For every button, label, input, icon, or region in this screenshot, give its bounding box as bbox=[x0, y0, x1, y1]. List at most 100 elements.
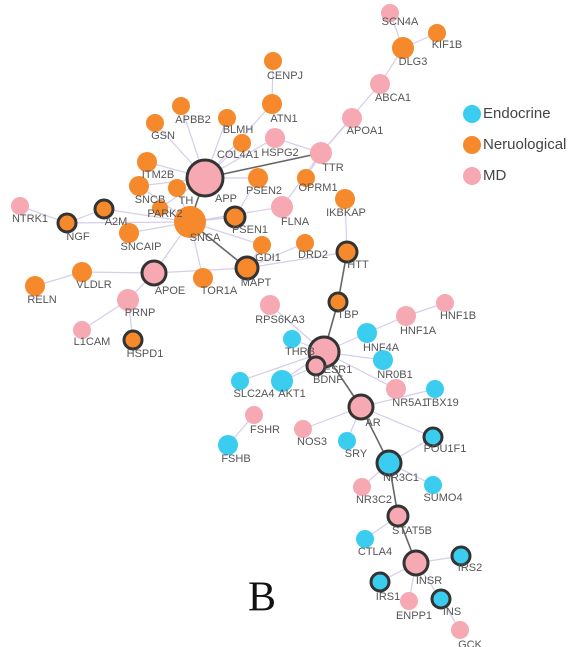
node bbox=[218, 435, 238, 455]
node-label: GSN bbox=[151, 130, 175, 142]
node-label: HSPD1 bbox=[127, 348, 164, 360]
node bbox=[370, 74, 390, 94]
legend-swatch bbox=[463, 167, 481, 185]
node bbox=[428, 24, 446, 42]
node-label: HNF1B bbox=[440, 310, 476, 322]
node bbox=[271, 196, 293, 218]
node bbox=[356, 530, 374, 548]
node-label: DRD2 bbox=[298, 249, 328, 261]
node bbox=[152, 200, 168, 216]
node-label: THRB bbox=[285, 346, 315, 358]
node-label: GDI1 bbox=[255, 252, 281, 264]
node bbox=[253, 236, 271, 254]
node-label: NOS3 bbox=[297, 436, 327, 448]
legend-swatch bbox=[463, 136, 481, 154]
node bbox=[375, 449, 403, 477]
node-label: RELN bbox=[27, 294, 56, 306]
node bbox=[426, 380, 444, 398]
node bbox=[174, 206, 206, 238]
node bbox=[369, 571, 391, 593]
node-label: NR3C1 bbox=[383, 472, 419, 484]
node bbox=[193, 268, 213, 288]
node bbox=[357, 323, 377, 343]
node-label: APBB2 bbox=[175, 114, 210, 126]
node bbox=[335, 240, 359, 264]
node-label: SNCB bbox=[135, 194, 166, 206]
edge bbox=[66, 221, 191, 224]
node-label: A2M bbox=[105, 216, 128, 228]
legend-label: Neruological bbox=[483, 136, 566, 153]
node-label: APOE bbox=[155, 285, 186, 297]
node bbox=[338, 432, 356, 450]
node-label: APOA1 bbox=[347, 125, 384, 137]
node-label: PRNP bbox=[125, 307, 156, 319]
node-label: ABCA1 bbox=[375, 92, 411, 104]
node bbox=[424, 476, 442, 494]
edge bbox=[246, 251, 348, 269]
node-label: FSHB bbox=[221, 453, 250, 465]
node-label: BLMH bbox=[223, 124, 254, 136]
node-label: IRS1 bbox=[376, 591, 400, 603]
node-label: NR0B1 bbox=[377, 369, 412, 381]
node bbox=[400, 592, 418, 610]
node bbox=[283, 330, 301, 348]
node-label: APP bbox=[215, 193, 237, 205]
node-label: IRS2 bbox=[458, 562, 482, 574]
node bbox=[146, 114, 164, 132]
node-label: RPS6KA3 bbox=[255, 314, 305, 326]
node-label: ENPP1 bbox=[396, 610, 432, 622]
node-label: HNF4A bbox=[363, 342, 400, 354]
node-label: AR bbox=[365, 417, 380, 429]
panel-label: B bbox=[248, 575, 276, 621]
node bbox=[25, 276, 45, 296]
node-label: HTT bbox=[347, 259, 369, 271]
node bbox=[185, 158, 225, 198]
node-label: PARK2 bbox=[147, 208, 182, 220]
node bbox=[218, 109, 236, 127]
node bbox=[223, 205, 247, 229]
legend-label: MD bbox=[483, 167, 506, 184]
node-label: SUMO4 bbox=[423, 492, 462, 504]
node bbox=[430, 588, 452, 610]
node-label: CTLA4 bbox=[358, 546, 392, 558]
node-label: NGF bbox=[66, 231, 90, 243]
node-label: COL4A1 bbox=[217, 149, 259, 161]
node-label: FLNA bbox=[281, 216, 310, 228]
node-label: FSHR bbox=[250, 424, 280, 436]
node-label: NR3C2 bbox=[356, 494, 392, 506]
node bbox=[386, 379, 406, 399]
node bbox=[93, 198, 115, 220]
node bbox=[271, 370, 293, 392]
node-label: INS bbox=[443, 606, 461, 618]
node-label: SRY bbox=[345, 448, 368, 460]
node-label: SLC2A4 bbox=[234, 388, 275, 400]
edge bbox=[204, 152, 322, 179]
node-label: DLG3 bbox=[399, 56, 428, 68]
node-label: TBX19 bbox=[425, 397, 459, 409]
node-label: KIF1B bbox=[432, 39, 463, 51]
node-label: PSEN2 bbox=[246, 185, 282, 197]
node-label: NR5A1 bbox=[392, 397, 427, 409]
node-label: AKT1 bbox=[278, 388, 306, 400]
node bbox=[172, 97, 190, 115]
node bbox=[396, 306, 416, 326]
node bbox=[265, 128, 285, 148]
node bbox=[56, 212, 78, 234]
node-label: ITM2B bbox=[142, 169, 174, 181]
node bbox=[353, 478, 371, 496]
legend-label: Endocrine bbox=[483, 105, 551, 122]
node-label: OPRM1 bbox=[298, 182, 337, 194]
node-label: HSPG2 bbox=[261, 147, 298, 159]
node-label: CENPJ bbox=[267, 70, 303, 82]
node bbox=[122, 329, 144, 351]
node-label: TTR bbox=[322, 162, 343, 174]
node-label: TBP bbox=[337, 309, 358, 321]
node bbox=[117, 289, 139, 311]
node bbox=[310, 142, 332, 164]
node bbox=[262, 94, 282, 114]
node bbox=[347, 393, 375, 421]
node-label: NTRK1 bbox=[12, 213, 48, 225]
node bbox=[11, 197, 29, 215]
legend: Endocrine Neruological MD bbox=[463, 105, 566, 185]
